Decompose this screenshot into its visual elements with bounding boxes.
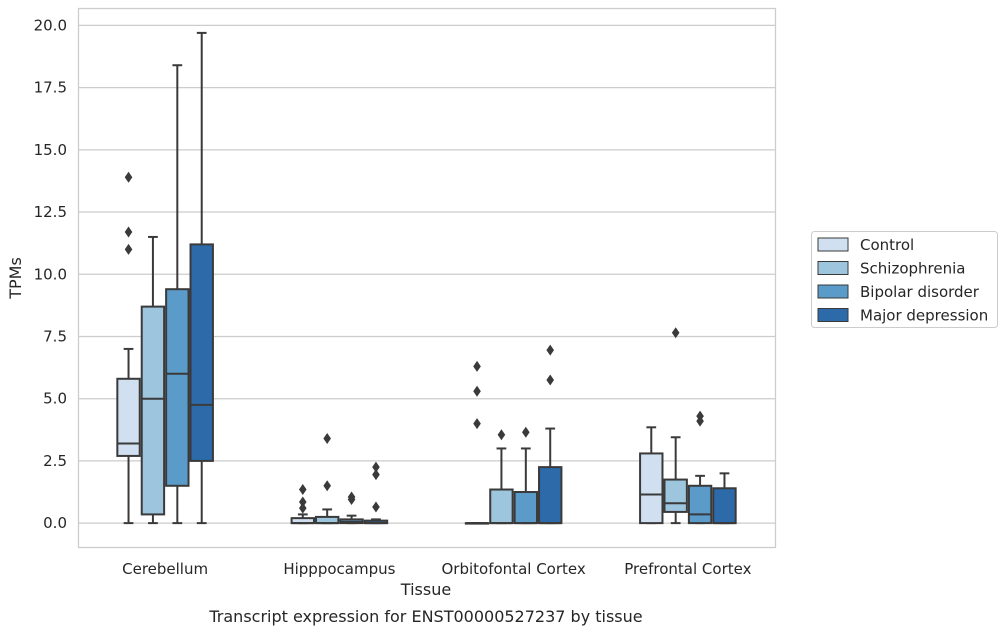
box — [687, 410, 713, 525]
outlier-point — [473, 360, 481, 372]
legend-label: Schizophrenia — [860, 260, 965, 278]
box — [339, 491, 364, 525]
box — [489, 429, 514, 525]
legend-swatch — [817, 308, 849, 322]
outlier-point — [372, 461, 380, 473]
outlier-point — [497, 429, 506, 441]
box-body — [538, 466, 563, 525]
box-body — [140, 305, 166, 516]
box — [639, 426, 664, 525]
boxes-layer — [116, 31, 737, 525]
outlier-point — [671, 327, 680, 339]
box — [663, 327, 688, 525]
x-tick-label: Prefrontal Cortex — [624, 560, 751, 578]
y-tick-labels: 0.0 2.5 5.0 7.5 10.0 12.5 15.0 17.5 20.0 — [34, 16, 67, 532]
box — [314, 433, 340, 525]
legend-frame — [811, 231, 998, 328]
chart-caption: Transcript expression for ENST0000052723… — [208, 607, 642, 626]
x-tick-labels: Cerebellum Hipppocampus Orbitofontal Corte… — [122, 560, 751, 578]
outlier-point — [473, 418, 481, 430]
box-body — [189, 243, 214, 462]
box-body — [663, 478, 688, 513]
outlier-point — [124, 243, 133, 255]
legend: Control Schizophrenia Bipolar disorder Majo… — [811, 231, 998, 328]
outlier-point — [522, 426, 530, 438]
outlier-point — [546, 344, 555, 356]
box-body — [489, 488, 514, 525]
outlier-point — [696, 410, 704, 422]
x-tick-label: Cerebellum — [122, 560, 208, 578]
y-tick-label: 17.5 — [34, 79, 67, 97]
outlier-point — [473, 385, 481, 397]
outlier-point — [298, 502, 307, 514]
y-tick-label: 12.5 — [34, 203, 67, 221]
box-body — [165, 288, 190, 487]
y-tick-label: 15.0 — [34, 141, 67, 159]
box-body — [513, 491, 539, 525]
outlier-point — [546, 374, 555, 386]
y-tick-label: 10.0 — [34, 265, 67, 283]
outlier-point — [323, 433, 331, 445]
y-tick-label: 5.0 — [43, 390, 67, 408]
outlier-point — [372, 469, 380, 481]
box — [290, 484, 315, 525]
outlier-point — [298, 496, 307, 508]
x-tick-label: Hipppocampus — [283, 560, 395, 578]
x-axis-label: Tissue — [400, 580, 451, 599]
y-axis-label: TPMs — [6, 257, 25, 300]
legend-swatch — [817, 261, 849, 275]
box-body — [687, 484, 713, 525]
y-tick-label: 20.0 — [34, 16, 67, 34]
legend-label: Control — [860, 236, 914, 254]
legend-swatch — [817, 284, 849, 299]
outlier-point — [347, 491, 356, 503]
box — [712, 472, 737, 525]
x-tick-label: Orbitofontal Cortex — [442, 560, 586, 578]
y-tick-label: 2.5 — [43, 452, 67, 470]
y-tick-label: 7.5 — [43, 327, 67, 345]
outlier-point — [124, 226, 133, 238]
box — [165, 64, 190, 525]
outlier-point — [298, 484, 307, 496]
box — [116, 171, 141, 525]
outlier-point — [372, 501, 380, 513]
outlier-point — [124, 171, 133, 183]
box — [189, 31, 214, 525]
y-tick-label: 0.0 — [43, 514, 67, 532]
box — [464, 360, 490, 525]
box — [538, 344, 563, 525]
plot-frame — [77, 7, 777, 549]
box-body — [116, 377, 141, 457]
box — [140, 235, 166, 525]
legend-label: Bipolar disorder — [860, 283, 980, 301]
box — [513, 426, 539, 525]
legend-swatch — [817, 237, 849, 252]
legend-label: Major depression — [860, 307, 988, 325]
box-body — [712, 487, 737, 525]
box-body — [639, 452, 664, 525]
box — [363, 461, 389, 525]
outlier-point — [323, 480, 331, 492]
